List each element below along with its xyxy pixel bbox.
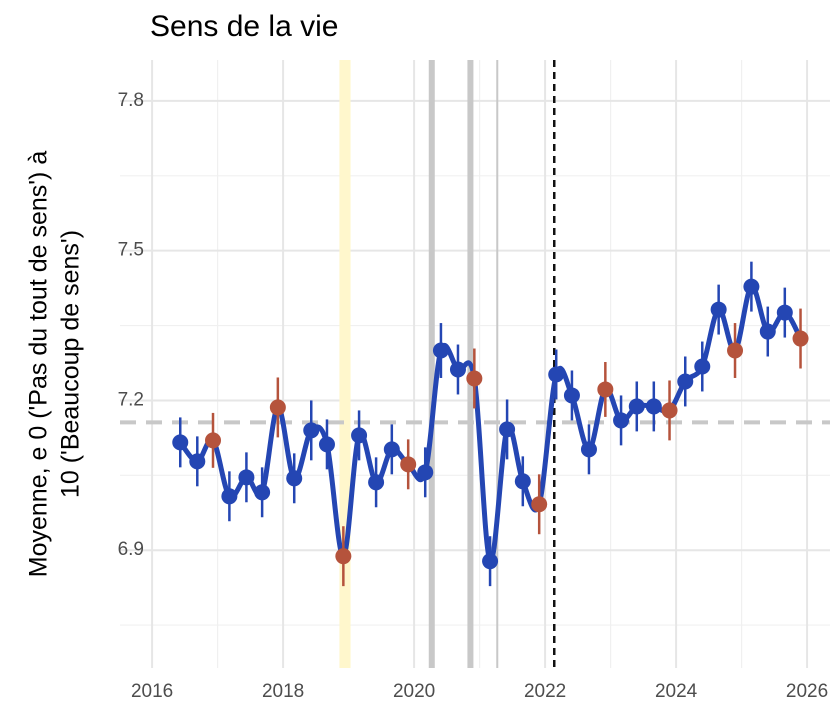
y-tick-label: 7.2 [118, 389, 144, 410]
data-point [727, 342, 744, 359]
data-point [677, 373, 694, 390]
data-point [189, 453, 206, 470]
data-point [548, 366, 565, 383]
data-point [351, 427, 368, 444]
y-tick-label: 7.5 [118, 240, 144, 261]
data-point [417, 464, 434, 481]
data-point [254, 484, 271, 501]
data-point [432, 342, 449, 359]
y-axis-title: Moyenne, e 0 ('Pas du tout de sens') à 1… [25, 151, 85, 578]
data-point [759, 323, 776, 340]
data-point [303, 422, 320, 439]
data-point [269, 399, 286, 416]
data-point [335, 548, 352, 565]
x-tick-label: 2022 [524, 681, 566, 702]
data-point [368, 474, 385, 491]
y-tick-label: 6.9 [118, 539, 144, 560]
data-point [661, 402, 678, 419]
data-point [482, 553, 499, 570]
data-point [238, 469, 255, 486]
data-point [449, 361, 466, 378]
data-point [694, 358, 711, 375]
y-axis-title-line: Moyenne, e 0 ('Pas du tout de sens') à [25, 151, 53, 578]
data-point [645, 398, 662, 415]
data-point [710, 301, 727, 318]
data-point [221, 488, 238, 505]
chart-title: Sens de la vie [150, 10, 338, 43]
data-point [383, 441, 400, 458]
data-point [205, 432, 222, 449]
data-point [318, 436, 335, 453]
x-tick-label: 2026 [786, 681, 828, 702]
x-tick-label: 2018 [262, 681, 304, 702]
highlight-band [339, 60, 351, 668]
data-point [531, 496, 548, 513]
data-point [628, 398, 645, 415]
data-point [792, 330, 809, 347]
data-point [563, 387, 580, 404]
data-point [613, 412, 630, 429]
data-point [514, 473, 531, 490]
data-point [580, 441, 597, 458]
x-tick-label: 2016 [131, 681, 173, 702]
y-axis-title-line: 10 ('Beaucoup de sens') [57, 230, 85, 498]
data-point [400, 456, 417, 473]
data-point [499, 421, 516, 438]
data-point [286, 470, 303, 487]
data-point [597, 381, 614, 398]
x-tick-label: 2020 [393, 681, 435, 702]
data-point [172, 434, 189, 451]
x-tick-label: 2024 [655, 681, 698, 702]
data-point [743, 278, 760, 295]
data-point [776, 304, 793, 321]
data-point [466, 370, 483, 387]
y-tick-label: 7.8 [118, 90, 144, 111]
